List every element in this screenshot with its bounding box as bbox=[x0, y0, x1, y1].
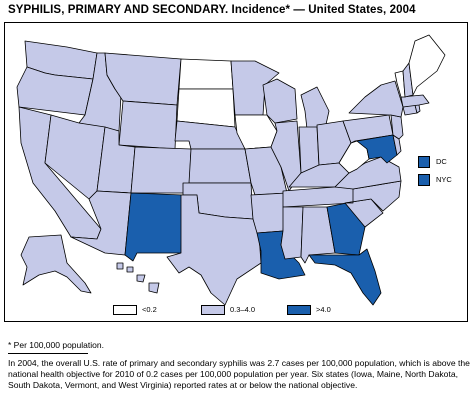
state-HI bbox=[116, 262, 124, 270]
state-CO bbox=[130, 146, 192, 194]
state-NC bbox=[344, 180, 402, 212]
state-ME bbox=[408, 34, 446, 96]
legend-label-high: >4.0 bbox=[316, 305, 331, 314]
state-MS bbox=[280, 206, 304, 260]
legend-swatch-high bbox=[287, 305, 311, 315]
state-MA bbox=[400, 94, 430, 108]
state-HI-group bbox=[116, 262, 160, 294]
state-HI bbox=[126, 266, 134, 273]
inset-dc-label: DC bbox=[436, 157, 447, 166]
state-MI bbox=[300, 86, 330, 130]
state-KS bbox=[188, 148, 252, 184]
legend-label-mid: 0.3–4.0 bbox=[230, 305, 256, 314]
map-title: SYPHILIS, PRIMARY AND SECONDARY. Inciden… bbox=[8, 4, 416, 16]
state-TX bbox=[166, 194, 262, 306]
state-ND bbox=[178, 58, 234, 90]
state-FL bbox=[308, 248, 382, 306]
state-MN bbox=[230, 60, 280, 116]
state-AR bbox=[250, 192, 288, 234]
caption-text: In 2004, the overall U.S. rate of primar… bbox=[8, 358, 470, 391]
legend-label-low: <0.2 bbox=[142, 305, 157, 314]
footnote: * Per 100,000 population. bbox=[8, 340, 104, 350]
map-frame: DC NYC <0.2 0.3–4.0 >4.0 bbox=[4, 22, 468, 322]
state-SD bbox=[176, 88, 236, 128]
footnote-rule bbox=[8, 353, 88, 354]
state-IL bbox=[270, 120, 302, 192]
inset-nyc-swatch bbox=[418, 174, 430, 186]
state-VA bbox=[334, 156, 402, 190]
state-HI bbox=[148, 282, 160, 294]
state-NY bbox=[348, 80, 404, 118]
state-WI bbox=[262, 78, 298, 124]
inset-nyc-label: NYC bbox=[436, 175, 452, 184]
state-HI bbox=[136, 274, 146, 283]
state-VT bbox=[394, 70, 406, 98]
legend-swatch-low bbox=[113, 305, 137, 315]
legend-swatch-mid bbox=[201, 305, 225, 315]
state-AK bbox=[20, 234, 92, 294]
state-NM bbox=[124, 192, 184, 262]
us-choropleth-map bbox=[16, 34, 446, 306]
state-WY bbox=[118, 100, 178, 150]
inset-dc-swatch bbox=[418, 156, 430, 168]
